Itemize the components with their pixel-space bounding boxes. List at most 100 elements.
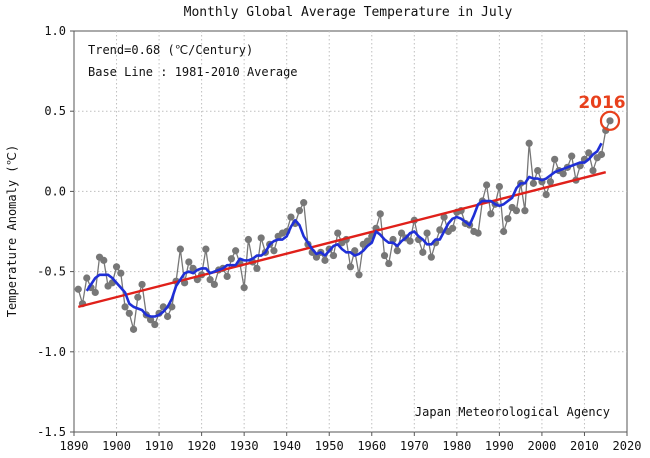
annual-point (597, 150, 606, 159)
trend-annotation: Trend=0.68 (℃/Century) (88, 43, 253, 57)
annual-point (385, 259, 393, 268)
trend-line (77, 170, 607, 309)
annual-point (321, 256, 329, 264)
x-tick-label: 1890 (60, 439, 89, 453)
x-tick-label: 1920 (187, 439, 216, 453)
annual-point (483, 181, 491, 189)
annual-point (589, 166, 597, 175)
annual-point (419, 248, 427, 256)
highlight-label: 2016 (578, 93, 625, 113)
annual-point (227, 255, 235, 263)
annual-point (232, 247, 240, 255)
x-tick-label: 1960 (357, 439, 386, 453)
annual-point (542, 191, 550, 199)
annual-point (121, 303, 129, 311)
annual-point (91, 288, 99, 297)
annual-point (210, 280, 218, 289)
x-tick-label: 1990 (485, 439, 514, 453)
annual-point (406, 237, 414, 245)
annual-point (202, 245, 210, 253)
annual-point (427, 253, 435, 261)
annual-point (176, 245, 184, 253)
x-tick-label: 2000 (527, 439, 556, 453)
y-tick-label: 0.0 (44, 184, 66, 198)
annual-point (112, 263, 121, 271)
annual-point (397, 229, 406, 237)
annual-point (355, 271, 363, 279)
annual-point (346, 263, 355, 271)
annual-point (512, 207, 521, 215)
annual-point (423, 229, 431, 237)
running-mean-line (85, 142, 603, 318)
x-tick-label: 2010 (570, 439, 599, 453)
y-axis-label: Temperature Anomaly (℃) (5, 145, 19, 317)
annual-point (270, 247, 278, 255)
x-tick-label: 1980 (442, 439, 471, 453)
highlight-circle (599, 110, 621, 131)
y-tick-label: -0.5 (37, 265, 66, 279)
annual-point (125, 309, 133, 317)
annual-point (495, 182, 503, 191)
annual-point (448, 224, 457, 232)
annual-point (168, 303, 176, 311)
annual-point (363, 237, 372, 245)
annual-point (380, 251, 389, 260)
annual-point (436, 226, 444, 234)
annual-point (253, 264, 261, 272)
source-annotation: Japan Meteorological Agency (415, 405, 610, 419)
annual-point (100, 256, 108, 264)
x-tick-label: 1940 (272, 439, 301, 453)
x-tick-label: 1930 (230, 439, 259, 453)
annual-point (500, 227, 508, 236)
annual-point (138, 280, 146, 289)
annual-point (440, 213, 448, 221)
annual-point (474, 229, 482, 237)
annual-point (521, 207, 529, 215)
annual-point (151, 320, 159, 329)
annual-point (334, 229, 342, 237)
annual-point (257, 234, 265, 242)
annual-point (300, 199, 308, 207)
x-tick-label: 1900 (102, 439, 131, 453)
annual-point (185, 258, 193, 266)
annual-point (534, 166, 542, 175)
annual-point (129, 325, 138, 333)
annual-point (529, 179, 538, 187)
chart-title: Monthly Global Average Temperature in Ju… (184, 5, 513, 20)
annual-point (83, 274, 91, 282)
annual-point (568, 152, 576, 160)
x-tick-label: 1950 (315, 439, 344, 453)
annual-point (585, 149, 593, 157)
annual-point (206, 276, 214, 284)
annual-point (389, 235, 397, 244)
annual-point (525, 139, 533, 147)
y-tick-label: 0.5 (44, 104, 66, 118)
annual-point (504, 215, 512, 223)
annual-point (376, 210, 384, 218)
annual-point (606, 117, 614, 125)
annual-point (329, 251, 338, 260)
annual-point (223, 272, 231, 281)
plot-area (73, 30, 628, 433)
y-axis-ticks: 1.0 0.5 0.0 -0.5 -1.0 -1.5 (37, 24, 74, 439)
annual-point (351, 247, 359, 255)
x-axis-ticks: 1890 1900 1910 1920 1930 1940 1950 1960 1970 1980… (60, 432, 642, 453)
y-tick-label: -1.5 (37, 425, 66, 439)
y-tick-label: 1.0 (44, 24, 66, 38)
annual-point (134, 293, 142, 301)
annual-point (546, 178, 555, 186)
y-tick-label: -1.0 (37, 345, 66, 359)
annual-point (240, 284, 248, 292)
annual-point (117, 269, 125, 277)
annual-point (295, 207, 304, 215)
annual-point (551, 155, 559, 163)
baseline-annotation: Base Line : 1981-2010 Average (88, 65, 298, 79)
annual-point (287, 213, 295, 221)
annual-point (393, 247, 401, 255)
annual-point (189, 264, 197, 272)
x-tick-label: 2020 (613, 439, 642, 453)
annual-point (244, 235, 253, 244)
x-tick-label: 1970 (400, 439, 429, 453)
annual-point (74, 285, 82, 293)
